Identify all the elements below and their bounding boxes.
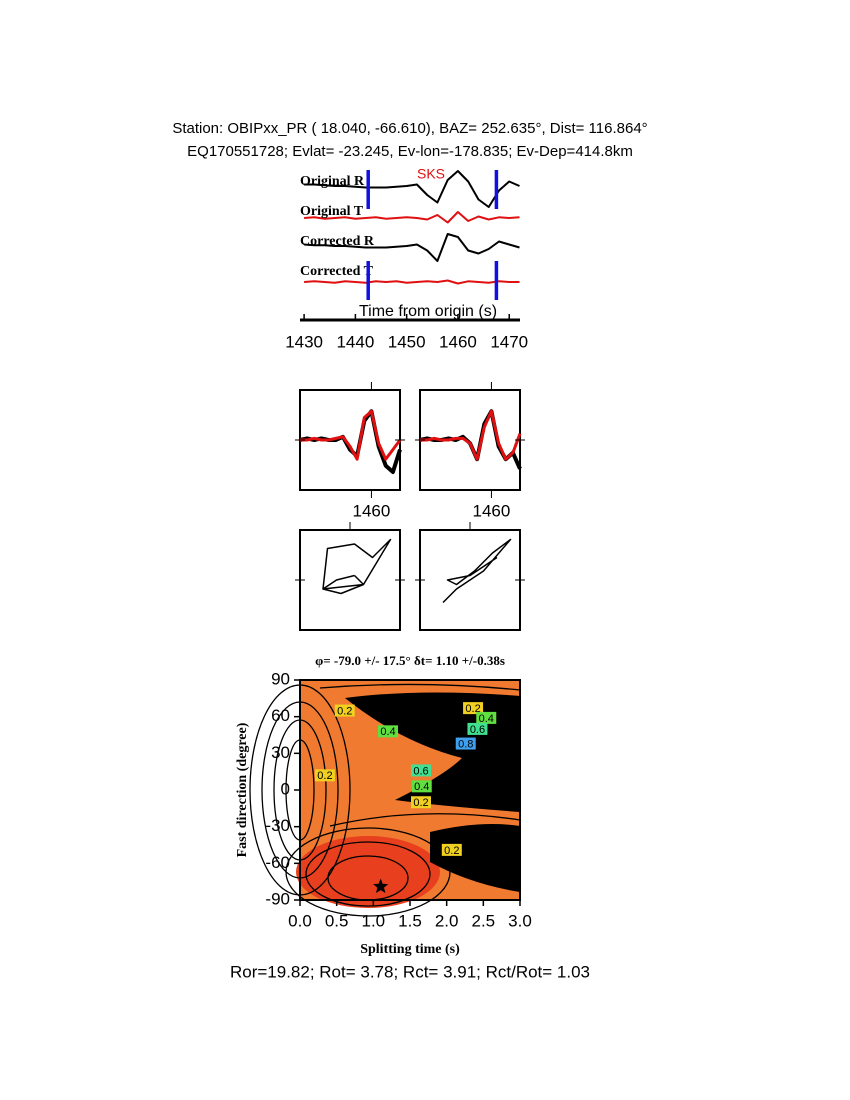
contour-label-box <box>467 722 488 735</box>
contour-label: 0.4 <box>380 726 395 738</box>
x-tick-label: 1460 <box>353 501 391 520</box>
footer-stats: Ror=19.82; Rot= 3.78; Rct= 3.91; Rct/Rot… <box>230 962 590 981</box>
x-axis-label: Time from origin (s) <box>359 303 497 320</box>
waveform <box>420 409 522 461</box>
trace <box>304 279 520 285</box>
contour-label: 0.2 <box>413 797 428 809</box>
particle-motion <box>442 538 512 604</box>
contour-label-box <box>441 843 462 856</box>
x-tick-label: 0.5 <box>325 911 349 930</box>
trace-label: Original R <box>300 174 365 189</box>
contour-line <box>329 813 521 827</box>
x-tick-label: 1.0 <box>362 911 386 930</box>
particle-motion <box>322 538 392 595</box>
x-tick-label: 1450 <box>388 332 426 351</box>
x-tick-label: 1430 <box>285 332 323 351</box>
contour-label-box <box>463 702 484 715</box>
x-tick-label: 1470 <box>490 332 528 351</box>
x-tick-label: 2.5 <box>472 911 496 930</box>
y-tick-label: 30 <box>271 743 290 762</box>
trace <box>304 233 520 262</box>
chart-title: φ= -79.0 +/- 17.5° δt= 1.10 +/-0.38s <box>315 653 505 668</box>
x-tick-label: 1460 <box>439 332 477 351</box>
x-tick-label: 1460 <box>473 501 511 520</box>
contour-label: 0.8 <box>458 738 473 750</box>
y-tick-label: -60 <box>265 853 290 872</box>
phase-label: SKS <box>417 166 445 182</box>
waveform <box>299 409 402 474</box>
y-tick-label: -30 <box>265 816 290 835</box>
x-tick-label: 1440 <box>336 332 374 351</box>
trace <box>304 211 520 224</box>
contour-label: 0.2 <box>337 705 352 717</box>
contour-label-box <box>455 737 476 750</box>
x-axis-label: Splitting time (s) <box>360 942 460 957</box>
x-tick-label: 3.0 <box>508 911 532 930</box>
trace <box>304 170 520 208</box>
contour-label: 0.6 <box>470 724 485 736</box>
trace-label: Corrected R <box>300 234 375 249</box>
y-tick-label: -90 <box>265 889 290 908</box>
waveform <box>300 409 402 461</box>
contour-label: 0.2 <box>444 845 459 857</box>
y-tick-label: 60 <box>271 706 290 725</box>
contour-label-box <box>411 764 431 777</box>
x-tick-label: 2.0 <box>435 911 459 930</box>
contour-label-box <box>476 711 497 724</box>
field-high <box>345 692 520 812</box>
x-tick-label: 1.5 <box>398 911 422 930</box>
best-fit-star <box>373 878 389 893</box>
y-axis-label: Fast direction (degree) <box>235 722 250 857</box>
contour-label: 0.2 <box>317 770 332 782</box>
contour-line <box>319 683 521 691</box>
event-line: EQ170551728; Evlat= -23.245, Ev-lon=-178… <box>187 143 633 160</box>
x-tick-label: 0.0 <box>288 911 312 930</box>
contour-line <box>285 827 451 917</box>
trace-label: Corrected T <box>300 264 374 279</box>
contour-line <box>305 841 431 907</box>
field-minimum <box>296 836 440 908</box>
contour-label-box <box>314 769 335 782</box>
trace-label: Original T <box>300 204 364 219</box>
contour-label: 0.6 <box>413 765 428 777</box>
contour-label: 0.4 <box>414 781 429 793</box>
y-tick-label: 90 <box>271 669 290 688</box>
contour-label: 0.4 <box>479 713 494 725</box>
contour-label-box <box>334 704 355 717</box>
contour-label-box <box>411 796 431 809</box>
contour-label-box <box>411 780 432 793</box>
field-high <box>430 824 520 892</box>
contour-label-box <box>378 725 398 738</box>
y-tick-label: 0 <box>281 779 290 798</box>
station-line: Station: OBIPxx_PR ( 18.040, -66.610), B… <box>172 120 647 137</box>
